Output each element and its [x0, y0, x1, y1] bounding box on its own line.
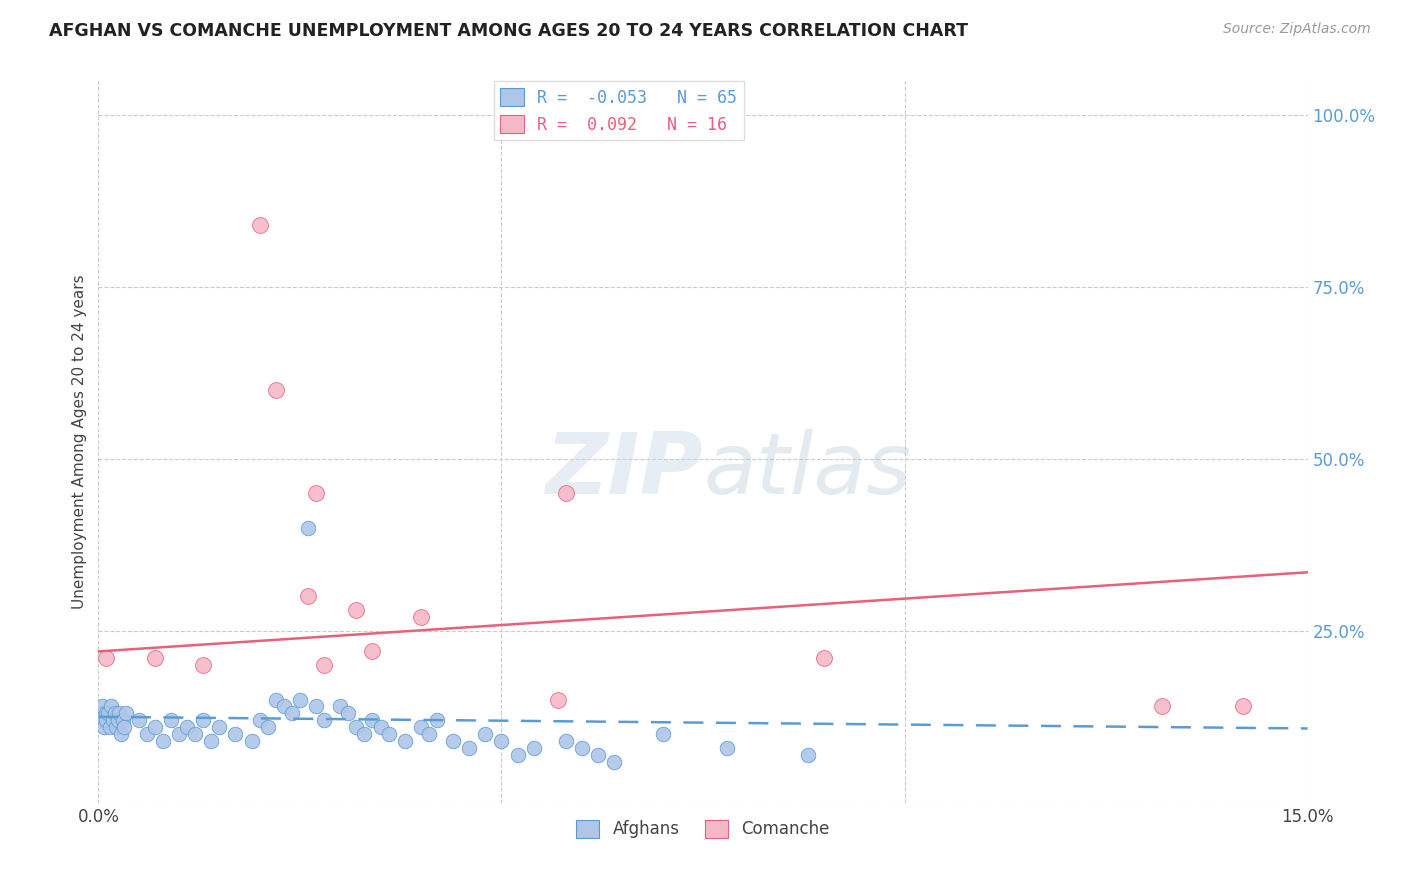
Point — [491, 734, 513, 748]
Point — [114, 706, 136, 721]
Point — [200, 734, 222, 748]
Point — [409, 720, 432, 734]
Point — [353, 727, 375, 741]
Point — [193, 713, 215, 727]
Point — [97, 706, 120, 721]
Point — [96, 651, 118, 665]
Point — [90, 713, 112, 727]
Point — [555, 486, 578, 500]
Point — [603, 755, 626, 769]
Point — [426, 713, 449, 727]
Point — [264, 383, 287, 397]
Point — [523, 740, 546, 755]
Point — [1152, 699, 1174, 714]
Text: atlas: atlas — [703, 429, 911, 512]
Point — [458, 740, 481, 755]
Point — [101, 713, 124, 727]
Point — [249, 713, 271, 727]
Text: ZIP: ZIP — [546, 429, 703, 512]
Point — [96, 713, 118, 727]
Point — [160, 713, 183, 727]
Point — [305, 699, 328, 714]
Point — [409, 610, 432, 624]
Point — [314, 658, 336, 673]
Point — [1232, 699, 1254, 714]
Point — [813, 651, 835, 665]
Point — [256, 720, 278, 734]
Point — [152, 734, 174, 748]
Point — [240, 734, 263, 748]
Point — [143, 651, 166, 665]
Point — [297, 520, 319, 534]
Point — [370, 720, 392, 734]
Point — [249, 218, 271, 232]
Point — [555, 734, 578, 748]
Point — [110, 727, 132, 741]
Point — [224, 727, 246, 741]
Point — [281, 706, 304, 721]
Point — [184, 727, 207, 741]
Point — [89, 706, 111, 721]
Point — [264, 692, 287, 706]
Point — [797, 747, 820, 762]
Point — [143, 720, 166, 734]
Point — [377, 727, 399, 741]
Point — [193, 658, 215, 673]
Point — [314, 713, 336, 727]
Point — [305, 486, 328, 500]
Point — [135, 727, 157, 741]
Point — [297, 590, 319, 604]
Point — [361, 644, 384, 658]
Point — [361, 713, 384, 727]
Y-axis label: Unemployment Among Ages 20 to 24 years: Unemployment Among Ages 20 to 24 years — [72, 274, 87, 609]
Point — [506, 747, 529, 762]
Point — [176, 720, 198, 734]
Point — [571, 740, 593, 755]
Point — [273, 699, 295, 714]
Point — [112, 720, 135, 734]
Point — [474, 727, 496, 741]
Point — [344, 603, 367, 617]
Point — [91, 699, 114, 714]
Point — [337, 706, 360, 721]
Point — [716, 740, 738, 755]
Legend: Afghans, Comanche: Afghans, Comanche — [569, 813, 837, 845]
Point — [288, 692, 311, 706]
Point — [103, 706, 125, 721]
Point — [93, 720, 115, 734]
Point — [111, 713, 134, 727]
Text: Source: ZipAtlas.com: Source: ZipAtlas.com — [1223, 22, 1371, 37]
Point — [108, 706, 131, 721]
Point — [105, 720, 128, 734]
Point — [344, 720, 367, 734]
Point — [394, 734, 416, 748]
Point — [418, 727, 440, 741]
Point — [547, 692, 569, 706]
Point — [94, 706, 117, 721]
Point — [441, 734, 464, 748]
Point — [128, 713, 150, 727]
Point — [167, 727, 190, 741]
Point — [98, 720, 121, 734]
Point — [586, 747, 609, 762]
Text: AFGHAN VS COMANCHE UNEMPLOYMENT AMONG AGES 20 TO 24 YEARS CORRELATION CHART: AFGHAN VS COMANCHE UNEMPLOYMENT AMONG AG… — [49, 22, 969, 40]
Point — [651, 727, 673, 741]
Point — [100, 699, 122, 714]
Point — [329, 699, 352, 714]
Point — [107, 713, 129, 727]
Point — [208, 720, 231, 734]
